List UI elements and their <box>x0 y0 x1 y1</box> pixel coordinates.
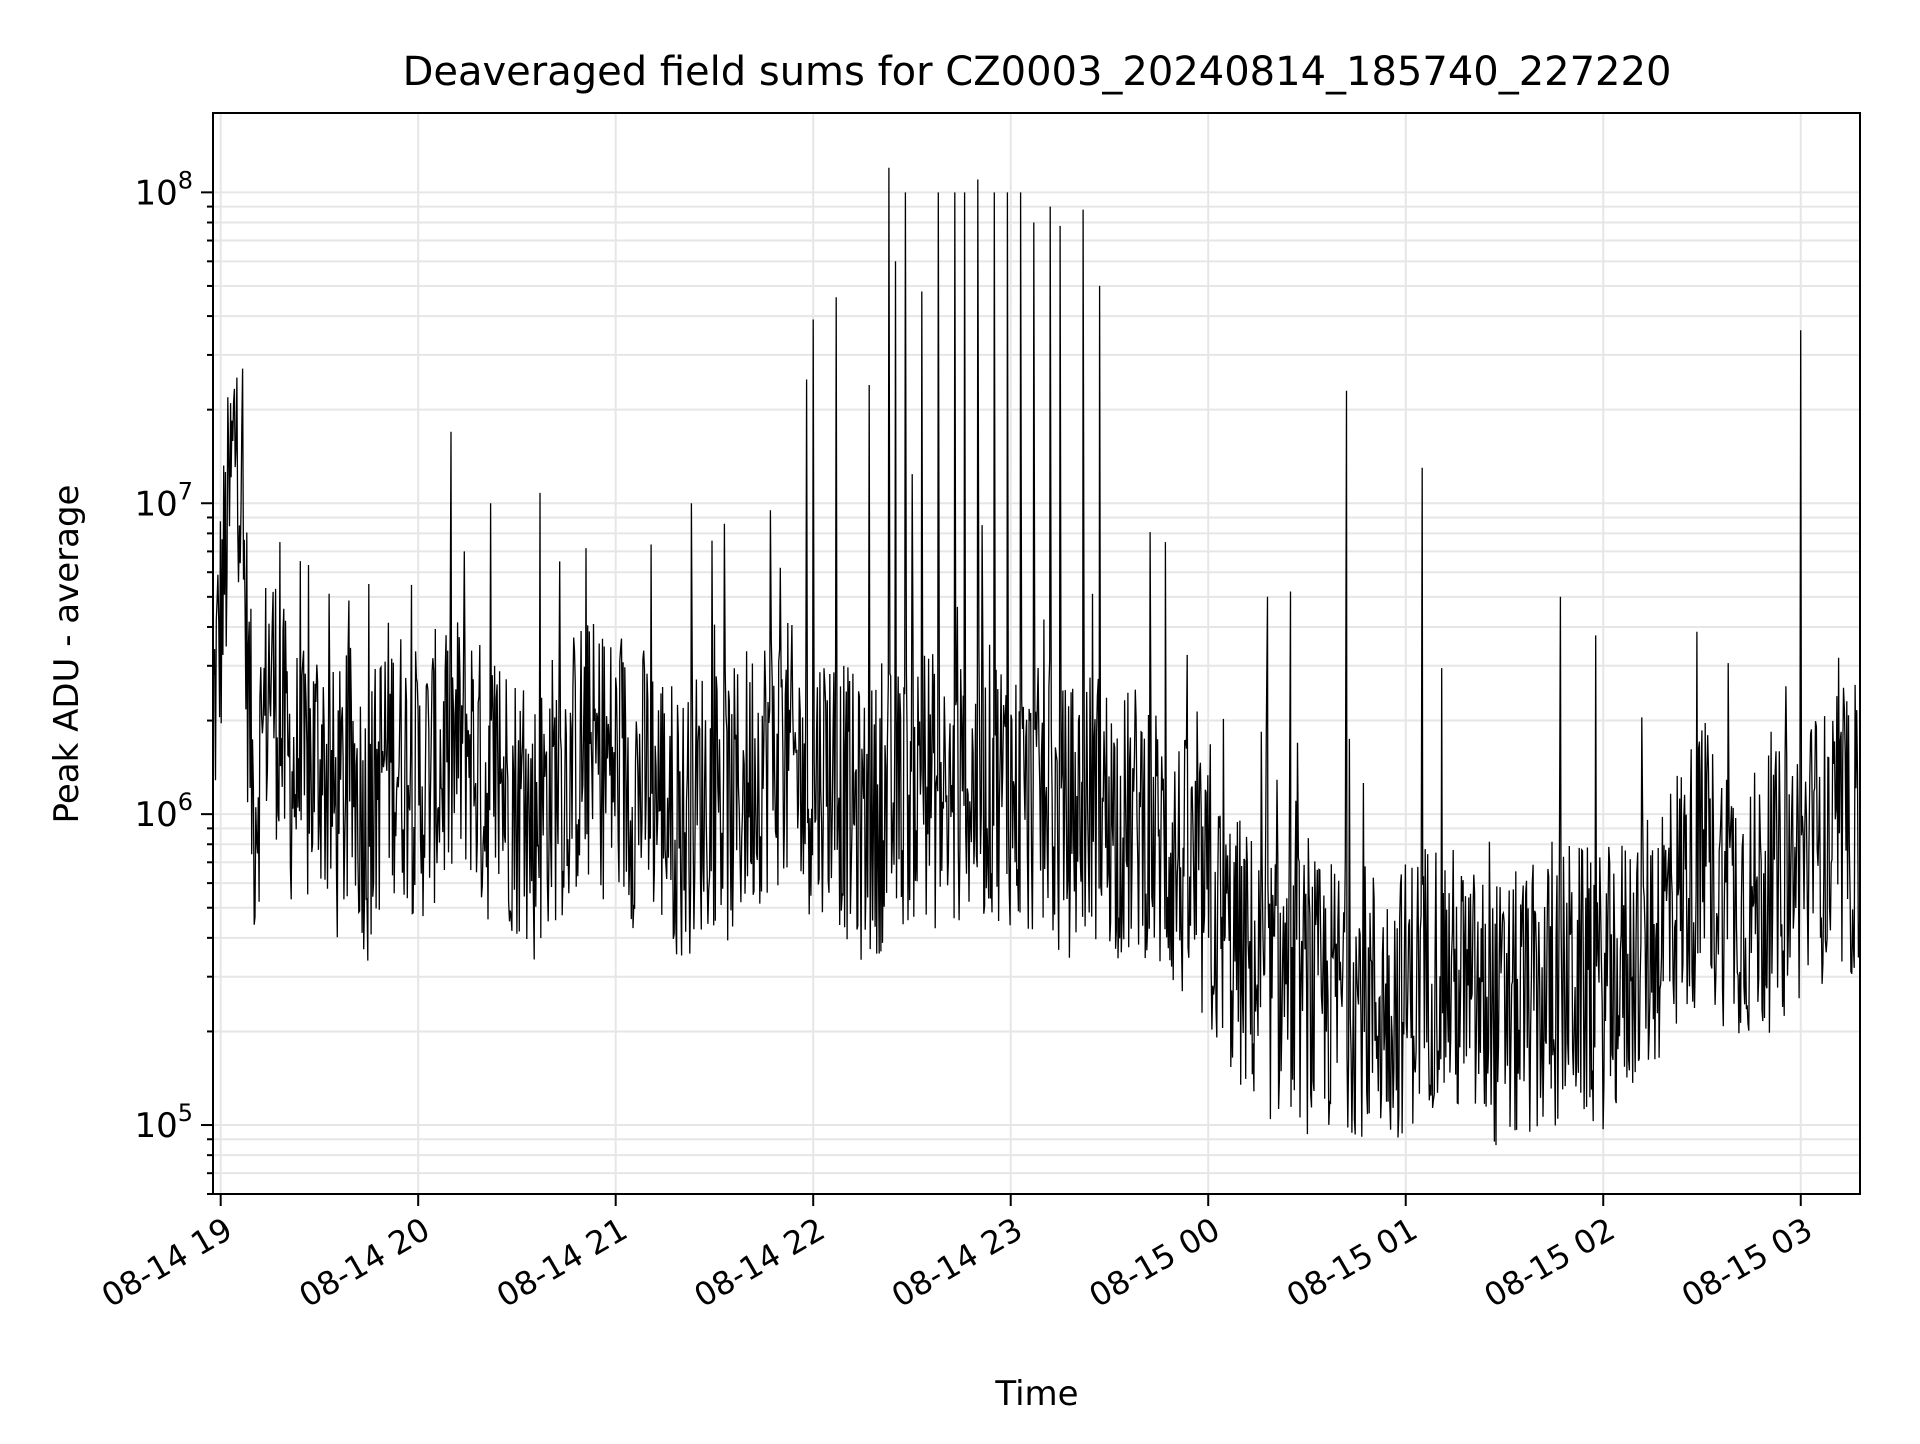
series-layer <box>212 167 1861 1146</box>
plot-frame <box>212 112 1861 1195</box>
y-tick-label: 108 <box>134 166 193 213</box>
chart-title: Deaveraged field sums for CZ0003_2024081… <box>403 49 1672 95</box>
y-tick-label: 107 <box>134 477 193 524</box>
y-tick-label: 106 <box>134 788 193 835</box>
x-axis-label: Time <box>994 1374 1078 1414</box>
y-axis-label: Peak ADU - average <box>47 485 87 824</box>
y-tick-label: 105 <box>134 1099 193 1146</box>
series-line <box>212 167 1861 1146</box>
